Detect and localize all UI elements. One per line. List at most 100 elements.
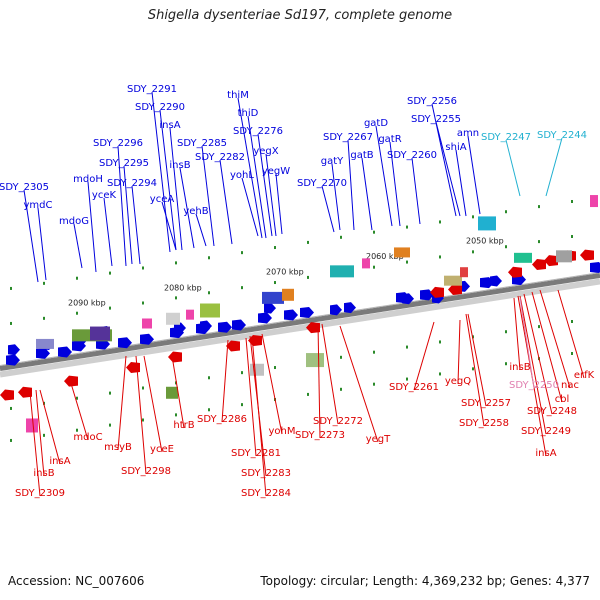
svg-text:SDY_2294: SDY_2294 bbox=[107, 178, 157, 189]
track-guide-dot bbox=[340, 235, 342, 239]
forward-pseudo-gene-label: SDY_2244 bbox=[537, 130, 587, 197]
forward-gene-label: SDY_2276 bbox=[233, 126, 283, 237]
track-guide-dot bbox=[10, 321, 12, 325]
forward-gene-label: gatD bbox=[364, 118, 393, 227]
track-guide-dot bbox=[208, 376, 210, 380]
reverse-gene-label: insA bbox=[39, 389, 71, 467]
forward-gene-label: yohL bbox=[230, 170, 259, 237]
forward-gene-label: ymdC bbox=[24, 200, 53, 281]
svg-text:yegT: yegT bbox=[366, 434, 391, 445]
reverse-gene-label: SDY_2272 bbox=[313, 323, 363, 427]
track-guide-dot bbox=[76, 396, 78, 400]
svg-text:nac: nac bbox=[561, 380, 579, 391]
reverse-gene-label: SDY_2281 bbox=[231, 337, 281, 459]
feature-block bbox=[394, 247, 410, 258]
track-guide-dot bbox=[505, 330, 507, 334]
track-guide-dot bbox=[472, 367, 474, 371]
forward-gene-arrow bbox=[8, 344, 20, 356]
track-guide-dot bbox=[241, 403, 243, 407]
track-guide-dot bbox=[538, 205, 540, 209]
forward-gene-arrow bbox=[344, 302, 356, 314]
reverse-gene-label: msyB bbox=[104, 355, 132, 453]
reverse-gene-label: SDY_2261 bbox=[389, 321, 439, 393]
forward-gene-arrow bbox=[330, 304, 342, 316]
feature-block bbox=[514, 252, 532, 263]
reverse-gene-arrow bbox=[306, 322, 320, 334]
reverse-gene-label: SDY_2248 bbox=[523, 293, 577, 417]
forward-gene-arrow bbox=[258, 312, 272, 324]
svg-text:mdoG: mdoG bbox=[59, 216, 89, 227]
svg-text:insB: insB bbox=[33, 468, 54, 479]
forward-gene-label: SDY_2295 bbox=[99, 158, 149, 265]
track-guide-dot bbox=[472, 215, 474, 219]
track-guide-dot bbox=[43, 433, 45, 437]
svg-text:SDY_2250: SDY_2250 bbox=[509, 380, 559, 391]
svg-text:SDY_2257: SDY_2257 bbox=[461, 398, 511, 409]
reverse-gene-label: yegQ bbox=[445, 319, 471, 387]
forward-gene-label: shiA bbox=[445, 142, 467, 217]
reverse-gene-arrow bbox=[248, 335, 262, 347]
forward-gene-arrow bbox=[300, 307, 314, 318]
track-guide-dot bbox=[10, 286, 12, 290]
track-guide-dot bbox=[274, 366, 276, 370]
gene-labels: SDY_2305 ymdC mdoH mdoG SDY_2296 SDY_2295 yceK… bbox=[0, 84, 595, 499]
track-guide-dot bbox=[439, 255, 441, 259]
track-guide-dot bbox=[307, 240, 309, 244]
track-guide-dot bbox=[373, 350, 375, 354]
reverse-gene-label: erfK bbox=[557, 289, 595, 381]
track-guide-dot bbox=[406, 345, 408, 349]
svg-text:SDY_2286: SDY_2286 bbox=[197, 414, 247, 425]
track-guide-dot bbox=[439, 340, 441, 344]
scale-tick-label: 2080 kbp bbox=[164, 283, 202, 292]
genome-title: Shigella dysenteriae Sd197, complete gen… bbox=[147, 8, 453, 23]
svg-text:erfK: erfK bbox=[574, 370, 595, 381]
track-guide-dot bbox=[175, 296, 177, 300]
track-guide-dot bbox=[307, 275, 309, 279]
forward-gene-label: SDY_2255 bbox=[411, 114, 461, 217]
svg-text:shiA: shiA bbox=[445, 142, 466, 153]
svg-text:yehB: yehB bbox=[183, 206, 208, 217]
svg-text:SDY_2281: SDY_2281 bbox=[231, 448, 281, 459]
svg-text:SDY_2255: SDY_2255 bbox=[411, 114, 461, 125]
forward-gene-label: SDY_2294 bbox=[107, 178, 157, 265]
track-guide-dot bbox=[10, 406, 12, 410]
svg-text:yohM: yohM bbox=[268, 426, 295, 437]
svg-text:cbl: cbl bbox=[555, 394, 570, 405]
reverse-gene-label: htrB bbox=[171, 355, 195, 431]
svg-text:SDY_2267: SDY_2267 bbox=[323, 132, 373, 143]
forward-gene-arrow bbox=[118, 337, 132, 349]
forward-gene-label: SDY_2296 bbox=[93, 138, 143, 267]
forward-gene-label: SDY_2290 bbox=[135, 102, 185, 251]
track-guide-dot bbox=[505, 245, 507, 249]
reverse-gene-arrow bbox=[126, 361, 140, 373]
track-guide-dot bbox=[538, 325, 540, 329]
forward-gene-label: insB bbox=[169, 160, 195, 249]
track-guide-dot bbox=[307, 392, 309, 396]
forward-gene-label: mdoH bbox=[73, 174, 103, 273]
track-guide-dot bbox=[241, 286, 243, 290]
svg-text:yegX: yegX bbox=[253, 146, 278, 157]
reverse-gene-label: SDY_2286 bbox=[197, 339, 247, 425]
track-guide-dot bbox=[109, 391, 111, 395]
track-guide-dot bbox=[472, 250, 474, 254]
forward-gene-label: insA bbox=[159, 120, 183, 251]
svg-text:SDY_2249: SDY_2249 bbox=[521, 426, 571, 437]
svg-text:insA: insA bbox=[159, 120, 180, 131]
feature-block bbox=[26, 418, 38, 433]
forward-gene-arrow bbox=[174, 322, 186, 334]
track-guide-dot bbox=[76, 276, 78, 280]
svg-text:SDY_2296: SDY_2296 bbox=[93, 138, 143, 149]
reverse-gene-label: SDY_2258 bbox=[459, 313, 509, 429]
track-guide-dot bbox=[406, 225, 408, 229]
svg-text:yceK: yceK bbox=[92, 190, 117, 201]
reverse-gene-arrow bbox=[18, 386, 32, 398]
reverse-gene-arrow bbox=[580, 249, 594, 261]
scale-tick-label: 2070 kbp bbox=[266, 268, 304, 277]
forward-gene-label: SDY_2282 bbox=[195, 152, 245, 245]
svg-text:insB: insB bbox=[169, 160, 190, 171]
svg-text:SDY_2282: SDY_2282 bbox=[195, 152, 245, 163]
track-guide-dot bbox=[571, 319, 573, 323]
scale-tick-label: 2050 kbp bbox=[466, 237, 504, 246]
track-guide-dot bbox=[175, 261, 177, 265]
